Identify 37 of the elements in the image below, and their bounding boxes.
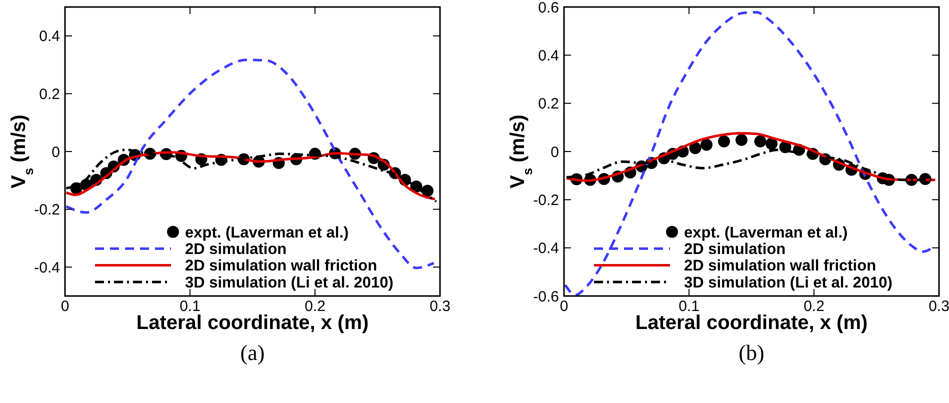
- point: [689, 142, 702, 154]
- legend-label: expt. (Laverman et al.): [684, 224, 848, 242]
- y-tick-label: 0.4: [39, 28, 60, 46]
- x-tick-label: 0.3: [430, 298, 450, 315]
- y-tick-label: -0.2: [533, 192, 559, 209]
- x-tick-label: 0.3: [928, 298, 949, 315]
- legend-label: 2D simulation: [185, 241, 287, 258]
- y-tick-label: -0.2: [34, 202, 60, 219]
- legend-label: 3D simulation (Li et al. 2010): [684, 274, 892, 292]
- x-tick-label: 0.1: [678, 298, 700, 315]
- y-tick-label: -0.4: [533, 240, 559, 258]
- y-tick-label: 0: [550, 144, 559, 161]
- y-tick-label: -0.6: [533, 288, 559, 306]
- legend-label: 3D simulation (Li et al. 2010): [185, 274, 394, 292]
- legend-label: 2D simulation: [684, 241, 786, 258]
- y-tick-label: 0: [52, 144, 60, 161]
- y-tick-label: -0.4: [34, 259, 60, 276]
- point: [736, 134, 748, 146]
- x-tick-label: 0.2: [804, 298, 824, 315]
- text: (a): [240, 340, 265, 365]
- point: [718, 135, 730, 148]
- y-tick-label: 0.2: [39, 86, 60, 103]
- point: [700, 138, 712, 151]
- x-axis-title: Lateral coordinate, x (m): [136, 312, 369, 334]
- legend-label: 2D simulation wall friction: [684, 258, 876, 275]
- point: [766, 138, 778, 150]
- text: (b): [738, 340, 764, 365]
- y-tick-label: 0.2: [538, 96, 559, 113]
- y-tick-label: 0.4: [538, 47, 559, 64]
- legend-label: expt. (Laverman et al.): [185, 224, 349, 242]
- x-tick-label: 0.2: [304, 298, 326, 315]
- x-axis-title: Lateral coordinate, x (m): [635, 312, 868, 334]
- legend-label: 2D simulation wall friction: [185, 258, 378, 275]
- point: [754, 135, 766, 148]
- y-tick-label: 0.6: [538, 0, 559, 16]
- line-series: [65, 58, 435, 270]
- x-tick-label: 0.1: [180, 298, 200, 315]
